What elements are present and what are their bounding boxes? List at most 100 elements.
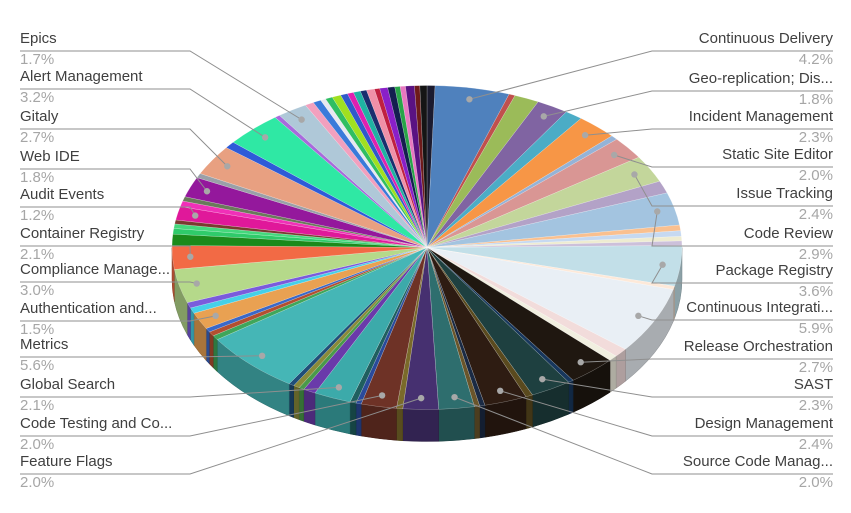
pie-slice-geo-replication-dis[interactable] bbox=[426, 101, 567, 248]
pie-slice[interactable] bbox=[426, 93, 516, 248]
pie-slice[interactable] bbox=[426, 247, 486, 407]
callout-label[interactable]: Design Management bbox=[694, 415, 833, 432]
callout-label[interactable]: Metrics bbox=[20, 336, 69, 353]
pie-slice[interactable] bbox=[312, 99, 428, 248]
pie-slice[interactable] bbox=[426, 247, 533, 398]
callout-percent[interactable]: 2.1% bbox=[20, 397, 55, 414]
pie-slice[interactable] bbox=[426, 85, 436, 248]
callout-percent[interactable]: 3.0% bbox=[20, 282, 55, 299]
callout-percent[interactable]: 2.0% bbox=[798, 474, 833, 491]
callout-label[interactable]: Compliance Manage... bbox=[20, 261, 171, 278]
pie-slice-code-testing-and-co[interactable] bbox=[360, 247, 428, 409]
pie-slice-design-management[interactable] bbox=[426, 247, 527, 406]
pie-slice[interactable] bbox=[426, 230, 682, 248]
pie-slice[interactable] bbox=[419, 85, 428, 248]
callout-label[interactable]: Incident Management bbox=[688, 108, 833, 125]
callout-percent[interactable]: 2.9% bbox=[798, 246, 833, 263]
pie-slice[interactable] bbox=[374, 88, 428, 248]
pie-slice[interactable] bbox=[173, 223, 428, 248]
pie-slice[interactable] bbox=[426, 240, 683, 248]
pie-slice[interactable] bbox=[347, 92, 428, 248]
pie-slice[interactable] bbox=[274, 115, 428, 248]
callout-percent[interactable]: 5.6% bbox=[20, 357, 55, 374]
pie-slice[interactable] bbox=[174, 219, 428, 248]
pie-slice[interactable] bbox=[320, 98, 428, 248]
pie-slice-code-review[interactable] bbox=[426, 192, 680, 248]
pie-slice-incident-management[interactable] bbox=[426, 118, 613, 248]
callout-percent[interactable]: 1.5% bbox=[20, 321, 55, 338]
callout-label[interactable]: Gitaly bbox=[20, 108, 59, 125]
pie-slice-release-orchestration[interactable] bbox=[426, 247, 611, 381]
pie-slice-sast[interactable] bbox=[426, 247, 570, 396]
pie-slice[interactable] bbox=[394, 86, 428, 248]
pie-slice[interactable] bbox=[331, 94, 428, 248]
pie-slice[interactable] bbox=[426, 95, 539, 248]
callout-percent[interactable]: 2.0% bbox=[20, 474, 55, 491]
pie-slice[interactable] bbox=[325, 96, 428, 248]
callout-percent[interactable]: 2.4% bbox=[798, 206, 833, 223]
pie-slice[interactable] bbox=[171, 233, 428, 248]
pie-slice[interactable] bbox=[426, 247, 617, 361]
callout-percent[interactable]: 2.7% bbox=[798, 359, 833, 376]
callout-label[interactable]: Continuous Integrati... bbox=[686, 299, 833, 316]
pie-slice-epics[interactable] bbox=[278, 104, 428, 248]
callout-percent[interactable]: 2.7% bbox=[20, 129, 55, 146]
pie-slice-static-site-editor[interactable] bbox=[426, 138, 640, 248]
pie-slice-issue-tracking[interactable] bbox=[426, 156, 661, 248]
callout-percent[interactable]: 1.2% bbox=[20, 207, 55, 224]
pie-slice[interactable] bbox=[355, 247, 428, 405]
pie-slice-gitaly[interactable] bbox=[199, 147, 428, 248]
pie-slice[interactable] bbox=[293, 247, 428, 388]
pie-slice[interactable] bbox=[399, 85, 428, 248]
pie-slice[interactable] bbox=[426, 180, 668, 248]
callout-percent[interactable]: 5.9% bbox=[798, 320, 833, 337]
callout-label[interactable]: Container Registry bbox=[20, 225, 145, 242]
callout-percent[interactable]: 2.0% bbox=[798, 167, 833, 184]
pie-slice[interactable] bbox=[426, 135, 618, 248]
callout-percent[interactable]: 3.6% bbox=[798, 283, 833, 300]
callout-percent[interactable]: 3.2% bbox=[20, 89, 55, 106]
pie-slice-compliance-manage[interactable] bbox=[174, 247, 428, 303]
pie-slice[interactable] bbox=[288, 247, 428, 386]
callout-label[interactable]: Release Orchestration bbox=[683, 338, 833, 355]
pie-slice[interactable] bbox=[205, 247, 428, 333]
pie-slice[interactable] bbox=[208, 247, 428, 337]
pie-slice[interactable] bbox=[225, 141, 428, 248]
callout-label[interactable]: Source Code Manag... bbox=[682, 453, 833, 470]
callout-label[interactable]: Code Review bbox=[743, 225, 833, 242]
callout-percent[interactable]: 1.7% bbox=[20, 51, 55, 68]
callout-percent[interactable]: 2.4% bbox=[798, 436, 833, 453]
pie-slice[interactable] bbox=[190, 247, 428, 314]
callout-label[interactable]: Audit Events bbox=[20, 186, 105, 203]
pie-slice-continuous-delivery[interactable] bbox=[426, 85, 510, 248]
pie-slice[interactable] bbox=[212, 247, 428, 340]
pie-slice[interactable] bbox=[426, 236, 683, 248]
callout-label[interactable]: Continuous Delivery bbox=[698, 30, 833, 47]
callout-label[interactable]: Authentication and... bbox=[20, 300, 157, 317]
pie-slice-metrics[interactable] bbox=[216, 247, 428, 385]
pie-slice[interactable] bbox=[396, 247, 428, 410]
callout-label[interactable]: Geo-replication; Dis... bbox=[688, 70, 833, 87]
callout-percent[interactable]: 2.1% bbox=[20, 246, 55, 263]
pie-slice[interactable] bbox=[359, 89, 428, 248]
callout-label[interactable]: Code Testing and Co... bbox=[20, 415, 173, 432]
callout-percent[interactable]: 2.3% bbox=[798, 129, 833, 146]
callout-label[interactable]: Epics bbox=[20, 30, 57, 47]
pie-slice-source-code-manag[interactable] bbox=[426, 247, 475, 410]
pie-slice[interactable] bbox=[426, 247, 675, 290]
callout-percent[interactable]: 2.3% bbox=[798, 397, 833, 414]
callout-label[interactable]: Web IDE bbox=[20, 148, 80, 165]
callout-label[interactable]: SAST bbox=[793, 376, 833, 393]
callout-percent[interactable]: 2.0% bbox=[20, 436, 55, 453]
pie-slice[interactable] bbox=[172, 228, 428, 248]
pie-slice[interactable] bbox=[426, 247, 574, 383]
callout-label[interactable]: Alert Management bbox=[20, 68, 143, 85]
pie-slice[interactable] bbox=[379, 87, 428, 248]
pie-slice[interactable] bbox=[414, 85, 428, 248]
pie-slice[interactable] bbox=[366, 88, 428, 248]
pie-slice[interactable] bbox=[426, 224, 681, 248]
callout-percent[interactable]: 1.8% bbox=[20, 169, 55, 186]
pie-slice[interactable] bbox=[182, 196, 428, 248]
callout-label[interactable]: Feature Flags bbox=[20, 453, 113, 470]
pie-slice-continuous-integrati[interactable] bbox=[426, 247, 674, 350]
